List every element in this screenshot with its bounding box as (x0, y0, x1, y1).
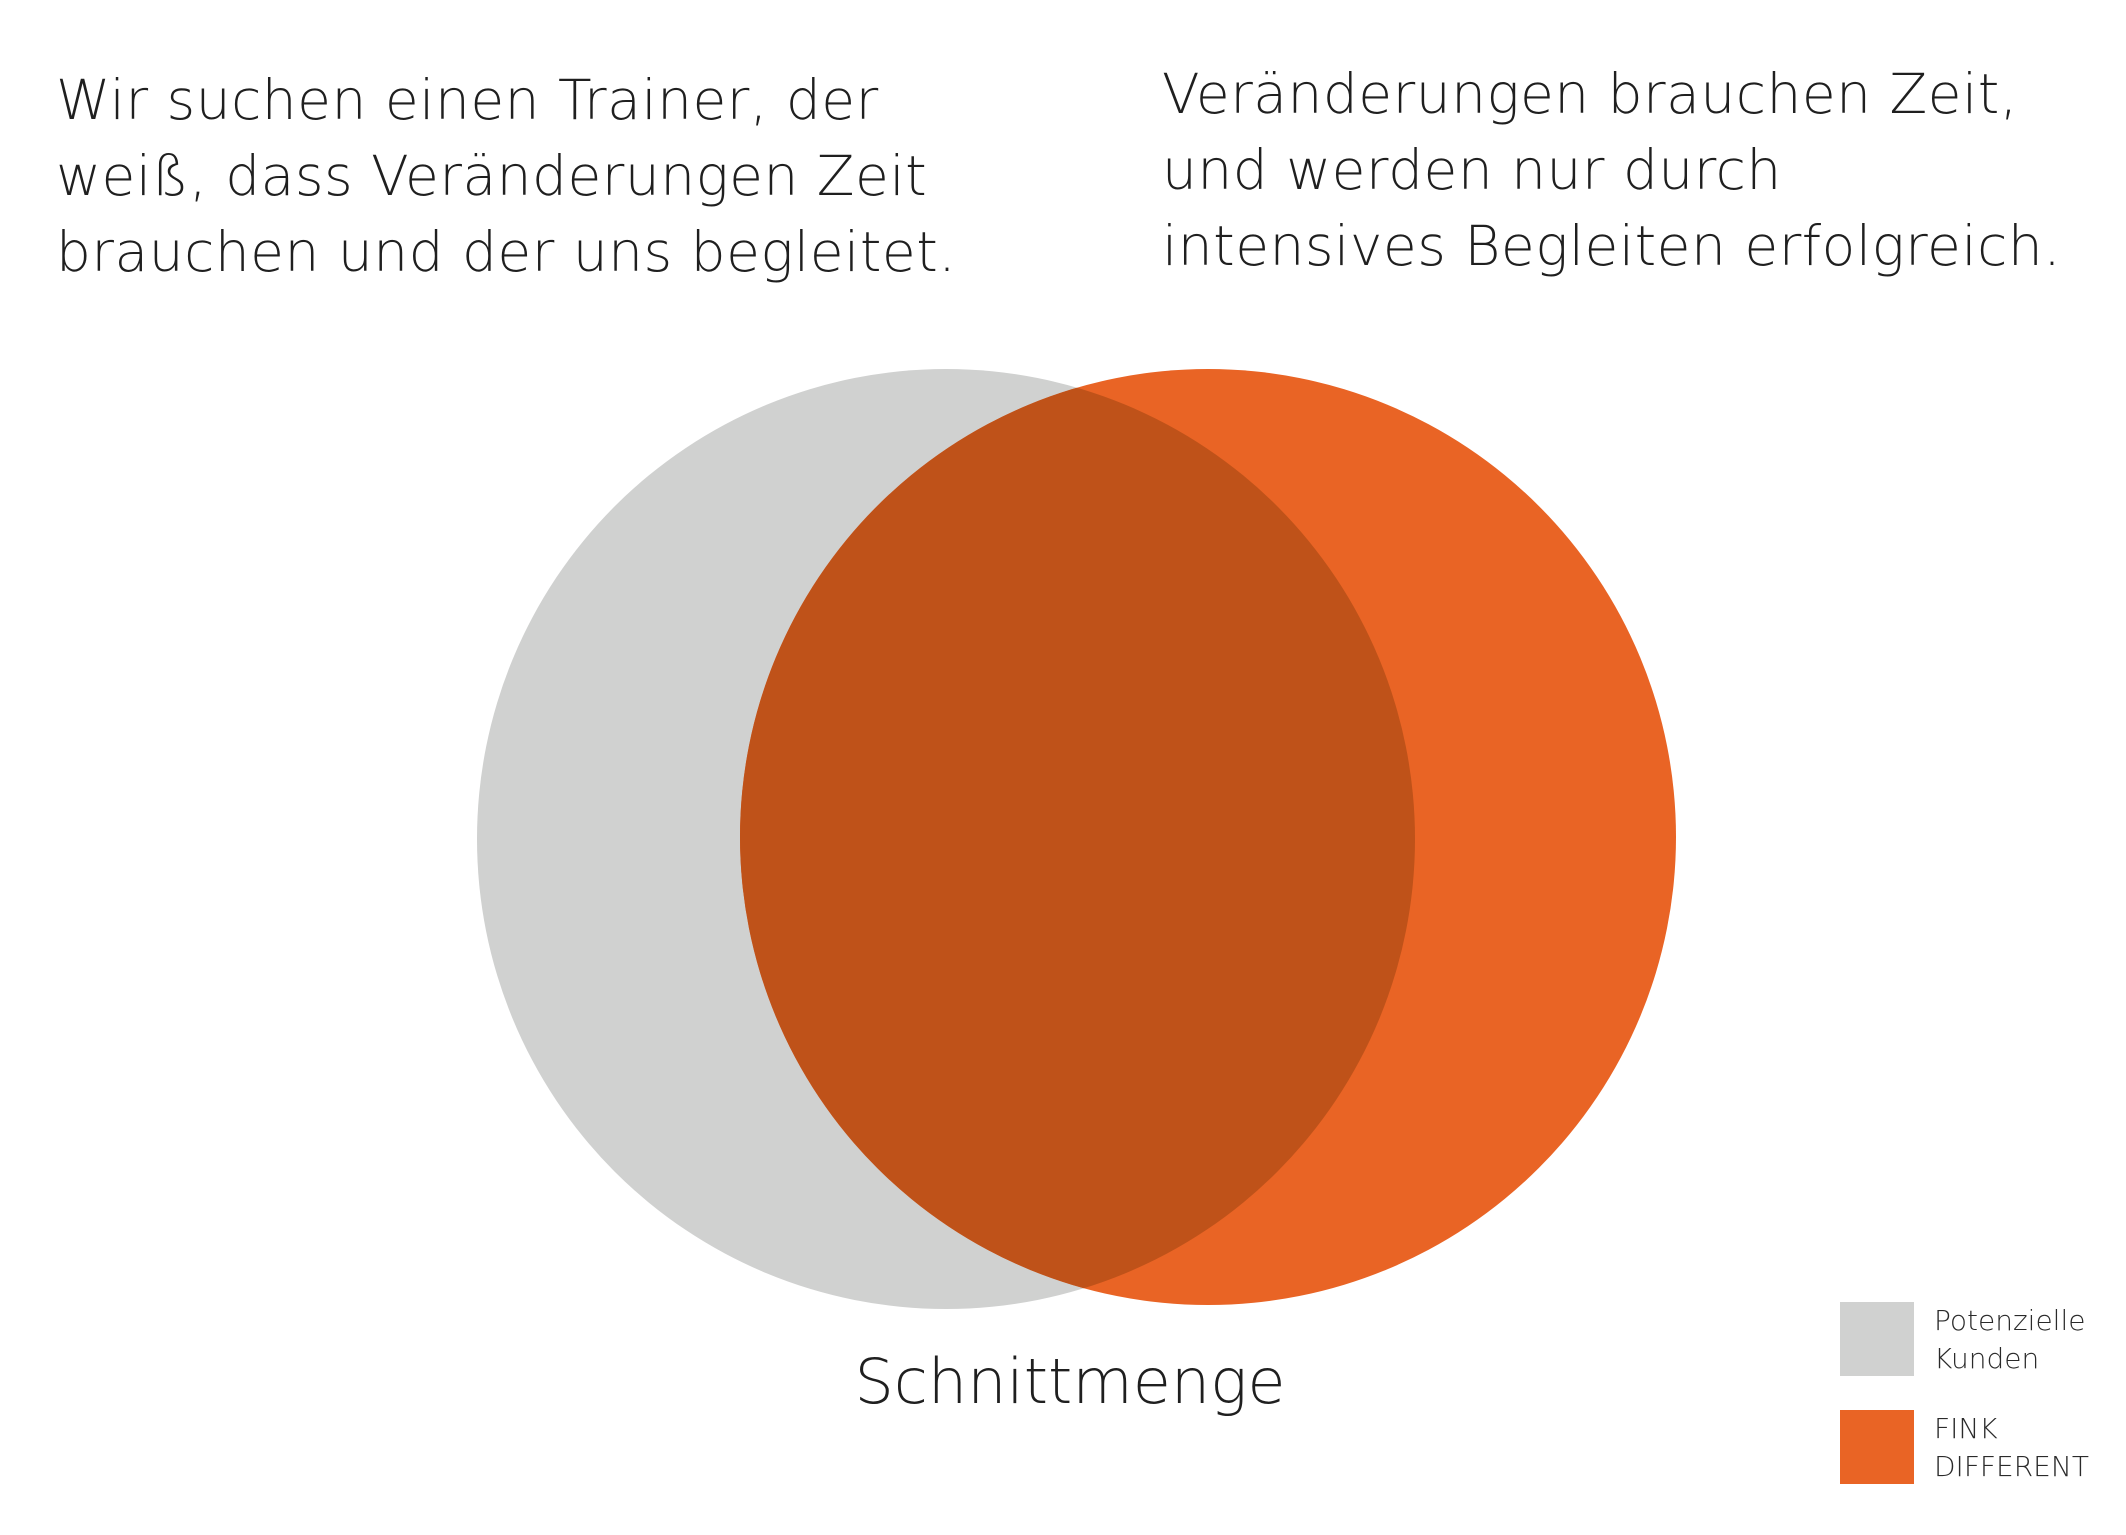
legend-label: FINK DIFFERENT (1934, 1410, 2089, 1486)
customer-quote-line: weiß, dass Veränderungen Zeit (56, 144, 928, 208)
legend-swatch-orange (1840, 1410, 1914, 1484)
legend-label-line: DIFFERENT (1934, 1450, 2089, 1483)
legend-swatch-gray (1840, 1302, 1914, 1376)
customer-quote-line: brauchen und der uns begleitet. (56, 220, 957, 284)
intersection-area (740, 369, 1415, 1305)
customer-quote-line: Wir suchen einen Trainer, der (56, 68, 879, 132)
customer-quote: Wir suchen einen Trainer, der weiß, dass… (56, 62, 956, 290)
legend-label-line: FINK (1934, 1412, 1998, 1445)
legend-label-line: Kunden (1934, 1342, 2040, 1375)
company-quote-line: intensives Begleiten erfolgreich. (1162, 214, 2062, 278)
company-quote-line: und werden nur durch (1162, 138, 1782, 202)
legend-label-line: Potenzielle (1934, 1304, 2086, 1337)
company-quote: Veränderungen brauchen Zeit, und werden … (1162, 56, 2061, 284)
legend-label: Potenzielle Kunden (1934, 1302, 2085, 1378)
intersection-label: Schnittmenge (854, 1345, 1286, 1418)
company-quote-line: Veränderungen brauchen Zeit, (1162, 62, 2018, 126)
legend-item-fink-different: FINK DIFFERENT (1840, 1410, 2089, 1486)
legend-item-potential-customers: Potenzielle Kunden (1840, 1302, 2085, 1378)
